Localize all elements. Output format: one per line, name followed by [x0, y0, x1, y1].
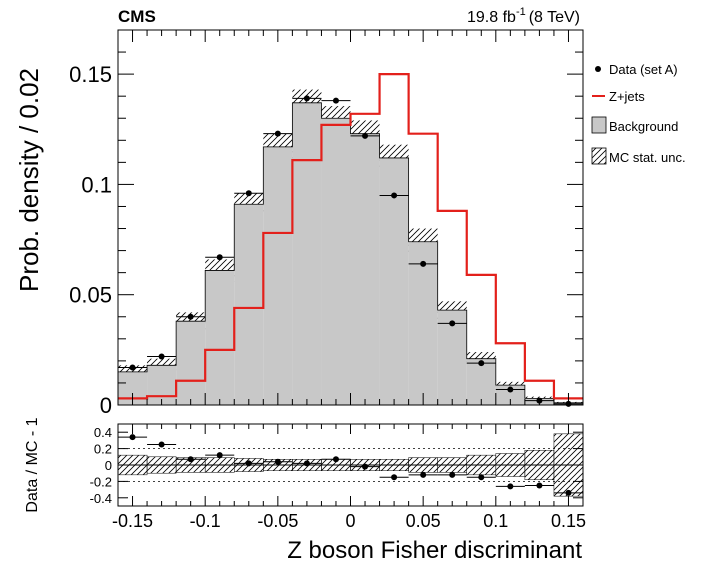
data-point	[129, 364, 136, 371]
ratio-ytick-label: 0	[105, 458, 112, 473]
ratio-unc-band	[524, 449, 555, 481]
ratio-xtick-label: -0.15	[112, 511, 153, 531]
ratio-xtick-label: 0.1	[483, 511, 508, 531]
ratio-y-axis-label: Data / MC - 1	[24, 417, 41, 512]
ratio-panel: -0.4-0.200.20.4-0.15 -0.1 -0.05 0 0.05 0.1 0.1…	[24, 417, 586, 564]
lumi-value: 19.8	[467, 9, 498, 26]
data-point	[332, 97, 339, 104]
ratio-xtick-label: 0	[345, 511, 355, 531]
ratio-unc-band	[379, 459, 409, 471]
zjets-histogram	[118, 73, 583, 400]
ratio-unc-band	[146, 456, 177, 474]
ratio-axis-ticks: -0.4-0.200.20.4-0.15 -0.1 -0.05 0 0.05 0.1 0.1…	[90, 424, 586, 531]
ratio-xtick-label: 0.15	[551, 511, 586, 531]
ratio-xtick-label: -0.1	[190, 511, 221, 531]
lumi-exponent: -1	[516, 6, 526, 18]
background-bar	[205, 270, 235, 405]
ratio-point	[129, 434, 136, 441]
data-point	[187, 313, 194, 320]
ratio-points	[118, 434, 583, 496]
legend-background-marker	[591, 116, 607, 134]
ratio-point	[274, 458, 281, 465]
ratio-point	[332, 456, 339, 463]
lumi-energy: (8 TeV)	[529, 9, 580, 26]
background-histogram	[117, 102, 584, 406]
background-bar	[379, 157, 409, 405]
data-point	[507, 386, 514, 393]
data-point	[420, 260, 427, 267]
legend-background-label: Background	[609, 119, 678, 134]
ratio-point	[303, 460, 310, 467]
ratio-point	[362, 463, 369, 470]
ratio-ytick-label: -0.4	[90, 491, 112, 506]
ratio-point	[420, 471, 427, 478]
background-bar	[350, 133, 380, 406]
legend-mc-unc-label: MC stat. unc.	[609, 150, 686, 165]
background-bar	[234, 204, 264, 405]
ratio-ytick-label: -0.2	[90, 474, 112, 489]
ratio-unc-band	[408, 457, 438, 473]
legend-mc-unc-marker	[591, 147, 607, 165]
data-points	[118, 95, 583, 407]
ratio-ytick-label: 0.2	[94, 442, 112, 457]
ratio-point	[565, 489, 572, 496]
main-axis-ticks: 0 0.05 0.1 0.15	[69, 29, 584, 418]
ratio-unc-band	[437, 457, 467, 473]
ratio-xtick-label: 0.05	[406, 511, 441, 531]
background-bar	[176, 321, 206, 405]
legend-data-label: Data (set A)	[609, 62, 678, 77]
x-axis-label: Z boson Fisher discriminant	[287, 537, 582, 564]
ratio-point	[187, 456, 194, 463]
ratio-unc-band	[466, 454, 497, 476]
background-outline	[117, 102, 584, 405]
data-point	[478, 360, 485, 367]
background-bar	[495, 385, 525, 405]
ratio-point	[478, 474, 485, 481]
background-bar	[292, 102, 322, 405]
ratio-point	[216, 452, 223, 459]
zjets-line	[118, 73, 583, 400]
data-point	[274, 130, 281, 137]
ratio-point	[158, 441, 165, 448]
luminosity-label: 19.8 fb-1 (8 TeV)	[467, 6, 580, 26]
data-point	[245, 190, 252, 197]
ratio-point	[449, 471, 456, 478]
legend: Data (set A) Z+jets Background MC stat. …	[591, 62, 686, 165]
main-ytick-label: 0.1	[81, 172, 112, 197]
background-bar	[321, 118, 351, 405]
ratio-unc-band	[204, 457, 235, 473]
data-point	[158, 353, 165, 360]
ratio-point	[536, 482, 543, 489]
data-point	[362, 132, 369, 139]
background-bar	[408, 241, 438, 405]
main-ytick-label: 0.15	[69, 62, 112, 87]
ratio-point	[507, 483, 514, 490]
main-panel: 0 0.05 0.1 0.15 Prob. density / 0.02	[14, 29, 584, 418]
ratio-point	[391, 474, 398, 481]
lumi-unit: fb	[503, 9, 516, 26]
main-ytick-label: 0.05	[69, 283, 112, 308]
legend-zjets-label: Z+jets	[609, 89, 645, 104]
data-point	[303, 95, 310, 102]
data-point	[449, 320, 456, 327]
ratio-xtick-label: -0.05	[257, 511, 298, 531]
ratio-point	[245, 460, 252, 467]
background-bar	[147, 365, 177, 405]
ratio-ytick-label: 0.4	[94, 425, 112, 440]
background-bar	[466, 358, 496, 405]
main-y-axis-label: Prob. density / 0.02	[14, 68, 44, 292]
legend-data-marker	[595, 66, 601, 72]
main-ytick-label: 0	[100, 393, 112, 418]
data-point	[391, 192, 398, 199]
data-point	[216, 254, 223, 261]
background-bar	[263, 146, 293, 406]
ratio-unc-band	[495, 453, 526, 477]
experiment-label: CMS	[118, 7, 156, 26]
